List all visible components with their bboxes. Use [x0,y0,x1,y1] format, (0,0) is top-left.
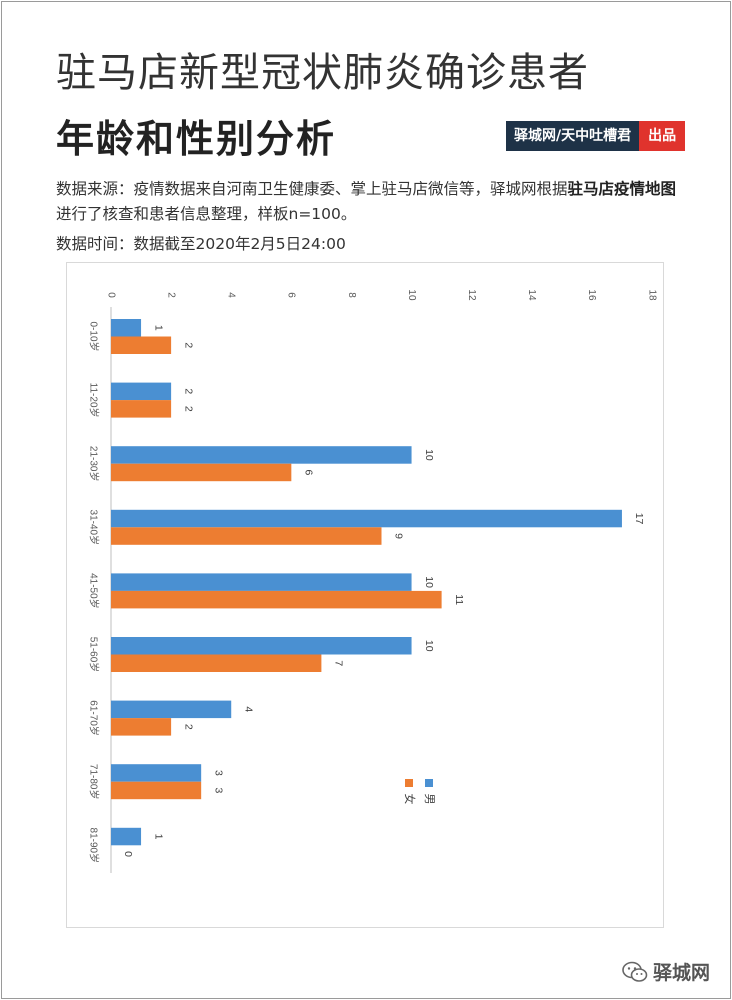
bar [111,654,322,672]
x-tick-label: 12 [466,289,477,301]
category-label: 51-60岁 [87,637,100,673]
legend-label: 女 [403,794,417,805]
page-subtitle: 年龄和性别分析 [56,117,337,161]
badge-output: 出品 [639,121,686,151]
bar [111,781,202,800]
x-tick-label: 6 [286,292,297,298]
bar [111,463,292,482]
x-tick-label: 4 [226,292,237,298]
x-tick-label: 14 [526,289,537,301]
bar [111,527,382,545]
category-label: 61-70岁 [87,700,100,736]
bar [111,446,412,464]
x-tick-label: 0 [105,292,116,298]
legend-swatch [425,779,433,787]
legend-label: 男 [423,794,436,805]
x-tick-label: 10 [406,289,417,301]
bar-chart: 0 2 4 6 8 10 12 14 16 18120-10岁2211-20岁10621-30岁1… [87,289,657,873]
x-tick-label: 8 [346,292,357,298]
bar [111,590,442,609]
badge-source: 驿城网/天中吐槽君 [506,121,640,151]
data-source-text: 数据来源：疫情数据来自河南卫生健康委、掌上驻马店微信等，驿城网根据驻马店疫情地图… [56,177,686,227]
x-tick-label: 16 [586,289,597,301]
category-label: 11-20岁 [87,383,100,418]
data-label: 3 [212,770,224,776]
category-label: 0-10岁 [87,321,100,351]
watermark: 驿城网 [622,958,710,985]
desc-part1: 数据来源：疫情数据来自河南卫生健康委、掌上驻马店微信等，驿城网根据 [56,180,568,198]
data-label: 17 [633,513,645,525]
desc-part2: 进行了核查和患者信息整理，样板n=100。 [56,205,357,223]
data-label: 4 [242,706,254,712]
bar [111,764,202,782]
bar [111,382,172,401]
bar [111,400,172,418]
data-label: 10 [423,449,435,461]
data-label: 6 [303,470,315,476]
category-label: 71-80岁 [87,764,100,800]
wechat-icon [622,961,648,982]
data-label: 2 [182,388,194,394]
data-time-text: 数据时间：数据截至2020年2月5日24:00 [56,235,346,253]
category-label: 41-50岁 [87,573,100,609]
watermark-text: 驿城网 [653,962,711,984]
bar [111,718,172,736]
data-label: 0 [122,851,134,857]
bar [111,827,142,846]
bar [111,700,232,719]
category-label: 31-40岁 [87,510,100,546]
bar [111,573,412,591]
data-label: 7 [333,660,345,666]
bar [111,336,172,354]
data-label: 1 [152,325,164,331]
data-label: 10 [423,640,435,652]
x-tick-label: 18 [646,289,657,301]
data-label: 3 [212,788,224,794]
data-label: 9 [393,533,405,539]
data-label: 2 [182,342,194,348]
bar [111,509,622,528]
data-label: 2 [182,406,194,412]
page-title: 驻马店新型冠状肺炎确诊患者 [56,50,589,96]
data-label: 2 [182,724,194,730]
legend-swatch [405,779,413,787]
x-tick-label: 2 [165,292,176,298]
bar [111,319,142,337]
chart-container: 0 2 4 6 8 10 12 14 16 18 1 2 0-10岁 2 2 11-20岁 10 6 21-30岁 1… [66,262,664,928]
desc-bold-link: 驻马店疫情地图 [567,180,677,198]
data-label: 11 [453,594,465,605]
category-label: 21-30岁 [87,446,100,482]
category-label: 81-90岁 [87,828,100,864]
data-label: 1 [152,834,164,840]
publisher-badge: 驿城网/天中吐槽君 出品 [506,121,686,151]
data-label: 10 [423,576,435,588]
bar [111,637,412,655]
